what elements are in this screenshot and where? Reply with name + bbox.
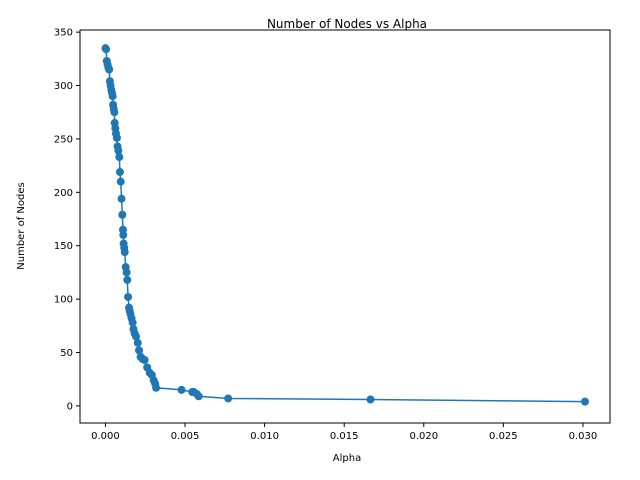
data-point	[105, 65, 114, 74]
data-point	[128, 318, 137, 327]
y-axis: 0 50 100 150 200 250 300 350	[54, 28, 80, 412]
data-point	[115, 153, 124, 162]
y-tick-label: 250	[54, 134, 73, 145]
data-point	[108, 92, 117, 101]
data-point	[116, 177, 125, 186]
x-tick-label: 0.005	[171, 431, 200, 442]
data-point	[119, 231, 128, 240]
y-tick-label: 200	[54, 188, 73, 199]
data-point	[114, 146, 123, 155]
y-tick-label: 300	[54, 81, 73, 92]
y-axis-label: Number of Nodes	[16, 182, 27, 269]
data-point	[135, 346, 144, 355]
data-point	[120, 248, 129, 257]
data-point	[117, 194, 126, 203]
data-point	[118, 210, 127, 219]
x-tick-label: 0.030	[569, 431, 598, 442]
y-tick-label: 350	[54, 28, 73, 39]
data-point	[152, 383, 161, 392]
data-point	[124, 292, 133, 301]
data-point	[110, 108, 119, 117]
data-point	[581, 397, 590, 406]
data-point	[102, 45, 111, 54]
data-point	[177, 385, 186, 394]
data-point	[140, 355, 149, 364]
y-tick-label: 50	[60, 348, 73, 359]
data-point	[115, 168, 124, 177]
x-tick-label: 0.015	[330, 431, 359, 442]
x-tick-label: 0.020	[409, 431, 438, 442]
x-axis: 0.000 0.005 0.010 0.015 0.020 0.025 0.030	[91, 423, 597, 442]
x-axis-label: Alpha	[333, 453, 361, 464]
data-point	[194, 392, 203, 401]
x-tick-label: 0.010	[250, 431, 279, 442]
plot-frame	[79, 29, 611, 424]
chart-title: Number of Nodes vs Alpha	[267, 17, 427, 31]
data-point	[122, 268, 131, 277]
data-point	[224, 394, 233, 403]
x-tick-label: 0.025	[489, 431, 518, 442]
data-point	[112, 133, 121, 142]
y-tick-label: 150	[54, 241, 73, 252]
series-line	[104, 47, 586, 403]
y-tick-label: 100	[54, 295, 73, 306]
x-tick-label: 0.000	[91, 431, 120, 442]
data-point	[366, 395, 375, 404]
data-point	[123, 275, 132, 284]
data-point	[133, 338, 142, 347]
y-tick-label: 0	[67, 401, 73, 412]
data-point	[132, 332, 141, 341]
